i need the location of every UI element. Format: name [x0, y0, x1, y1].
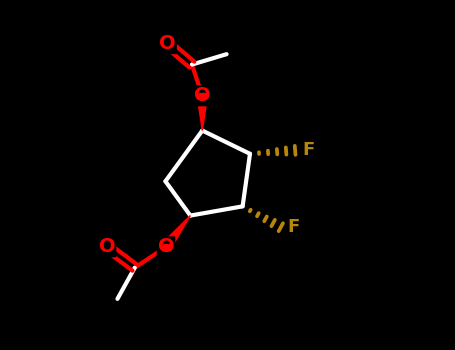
Text: O: O — [158, 237, 174, 256]
Text: O: O — [194, 86, 211, 105]
Text: O: O — [159, 34, 176, 53]
Text: O: O — [99, 237, 115, 256]
Text: F: F — [288, 218, 300, 236]
Text: O: O — [194, 86, 211, 105]
Polygon shape — [162, 216, 190, 250]
Text: F: F — [302, 141, 314, 159]
Text: F: F — [302, 141, 314, 159]
Polygon shape — [197, 96, 207, 131]
Text: O: O — [99, 237, 115, 256]
Text: O: O — [158, 237, 174, 256]
Text: F: F — [288, 218, 300, 236]
Text: O: O — [159, 34, 176, 53]
